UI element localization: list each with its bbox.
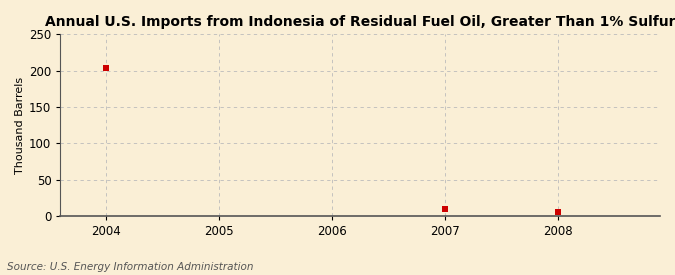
Y-axis label: Thousand Barrels: Thousand Barrels <box>15 77 25 174</box>
Title: Annual U.S. Imports from Indonesia of Residual Fuel Oil, Greater Than 1% Sulfur: Annual U.S. Imports from Indonesia of Re… <box>45 15 675 29</box>
Text: Source: U.S. Energy Information Administration: Source: U.S. Energy Information Administ… <box>7 262 253 272</box>
